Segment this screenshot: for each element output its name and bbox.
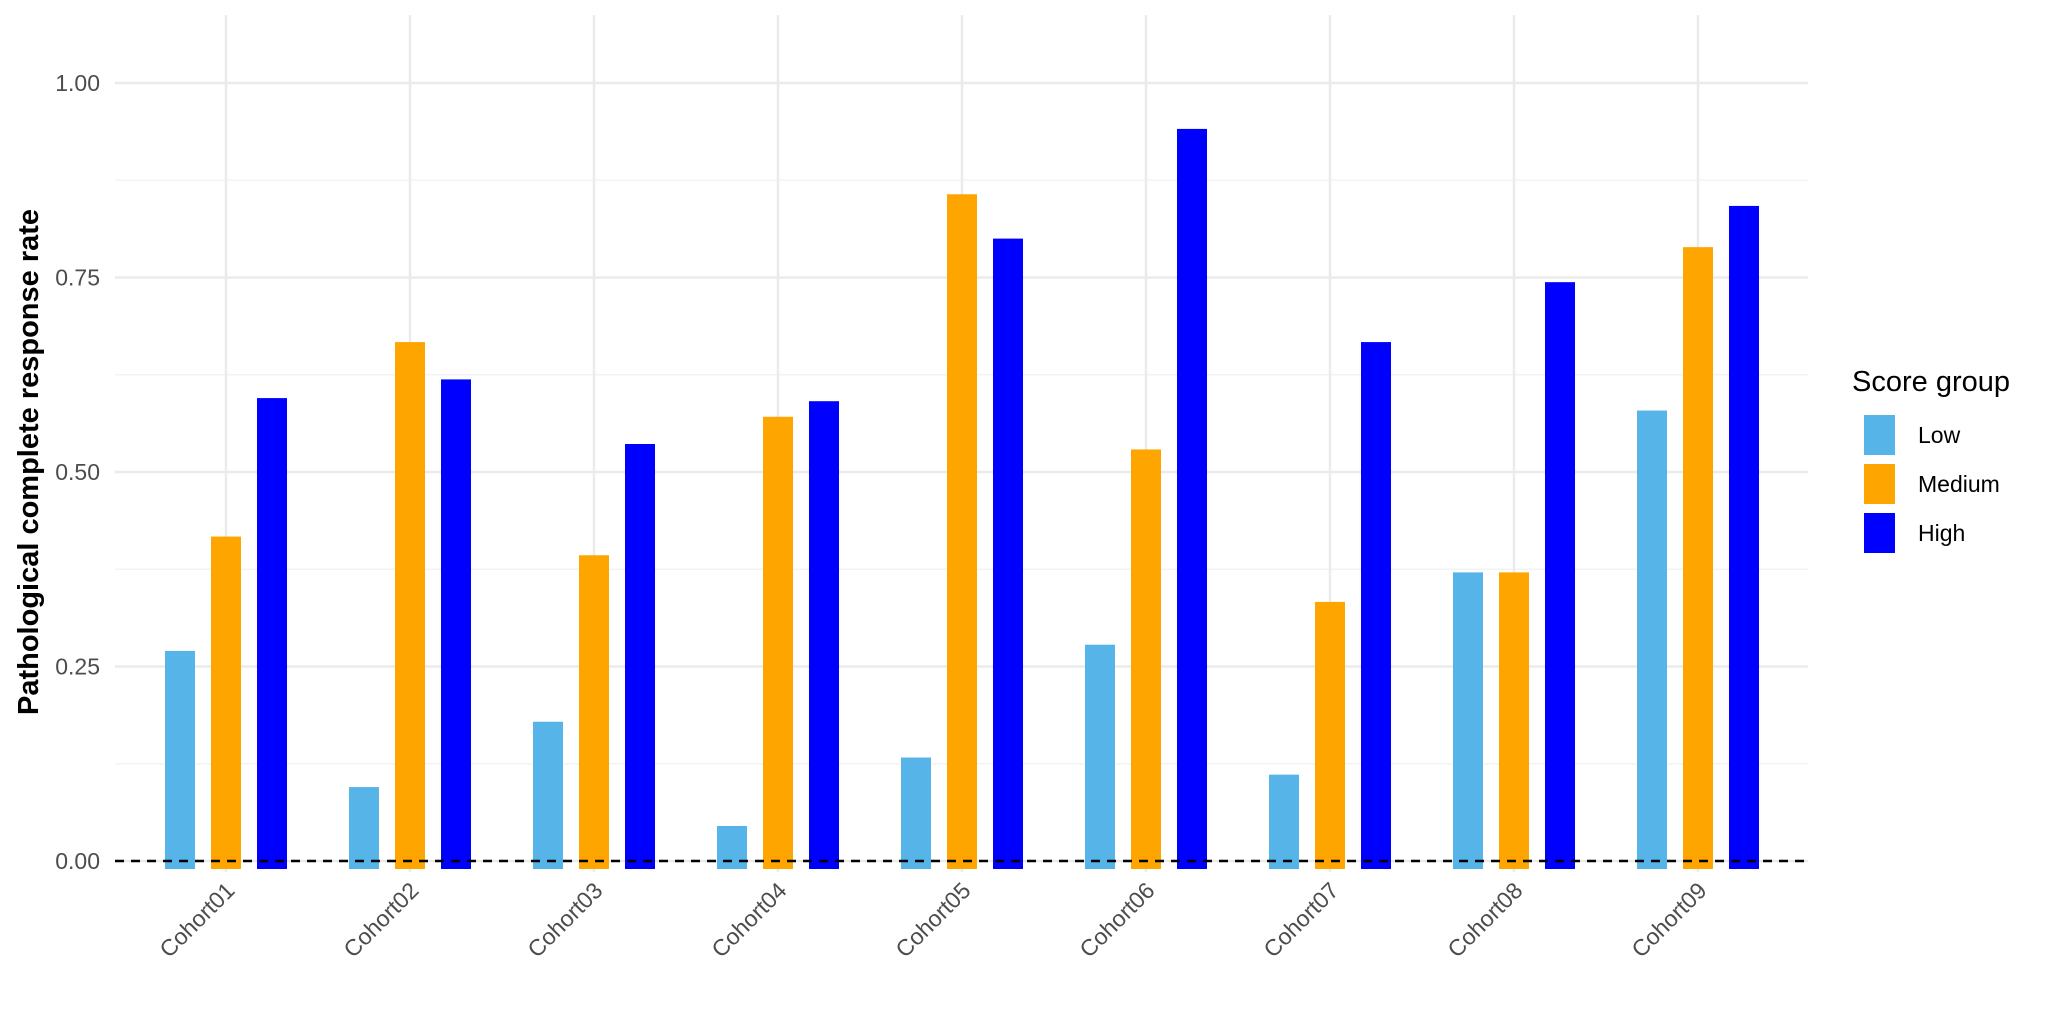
- bar-cohort05-medium: [947, 194, 977, 869]
- y-tick-label: 0.00: [55, 848, 100, 874]
- y-tick-label: 0.75: [55, 265, 100, 291]
- legend-label-high: High: [1918, 520, 1965, 546]
- bar-cohort06-medium: [1131, 449, 1161, 869]
- bar-cohort08-medium: [1499, 572, 1529, 869]
- legend-title: Score group: [1852, 366, 2010, 398]
- y-axis-label: Pathological complete response rate: [13, 209, 45, 715]
- bar-cohort04-high: [809, 401, 839, 869]
- bar-cohort03-medium: [579, 555, 609, 869]
- bar-cohort05-low: [901, 757, 931, 869]
- x-tick-label: Cohort09: [1626, 877, 1711, 962]
- bar-cohort06-high: [1177, 128, 1207, 870]
- y-tick-label: 0.25: [55, 654, 100, 680]
- bar-cohort01-medium: [211, 536, 241, 869]
- x-tick-label: Cohort05: [890, 877, 975, 962]
- bar-cohort06-low: [1085, 644, 1115, 869]
- bar-cohort07-medium: [1315, 601, 1345, 869]
- x-tick-label: Cohort06: [1074, 877, 1159, 962]
- bar-cohort02-high: [441, 379, 471, 869]
- legend-label-medium: Medium: [1918, 471, 2000, 497]
- bar-cohort09-low: [1637, 410, 1667, 869]
- x-tick-label: Cohort01: [154, 877, 239, 962]
- y-tick-label: 0.50: [55, 459, 100, 485]
- bar-cohort03-high: [625, 443, 655, 869]
- legend-key-low: [1864, 415, 1895, 455]
- bar-cohort01-high: [257, 398, 287, 869]
- y-tick-label: 1.00: [55, 70, 100, 96]
- bar-cohort07-low: [1269, 774, 1299, 869]
- bar-cohort09-high: [1729, 205, 1759, 869]
- legend-key-medium: [1864, 464, 1895, 504]
- bar-cohort02-low: [349, 787, 379, 869]
- x-tick-label: Cohort08: [1442, 877, 1527, 962]
- bar-cohort08-high: [1545, 282, 1575, 870]
- bar-cohort03-low: [533, 721, 563, 869]
- x-tick-label: Cohort03: [522, 877, 607, 962]
- bar-cohort04-low: [717, 825, 747, 869]
- x-tick-label: Cohort07: [1258, 877, 1343, 962]
- x-tick-label: Cohort02: [338, 877, 423, 962]
- bar-cohort04-medium: [763, 416, 793, 869]
- bar-cohort02-medium: [395, 342, 425, 870]
- legend-key-high: [1864, 513, 1895, 553]
- x-tick-label: Cohort04: [706, 877, 791, 962]
- legend-label-low: Low: [1918, 422, 1961, 448]
- bar-cohort07-high: [1361, 342, 1391, 870]
- bar-cohort09-medium: [1683, 247, 1713, 869]
- bar-cohort01-low: [165, 650, 195, 869]
- bar-cohort05-high: [993, 238, 1023, 870]
- bar-cohort08-low: [1453, 572, 1483, 869]
